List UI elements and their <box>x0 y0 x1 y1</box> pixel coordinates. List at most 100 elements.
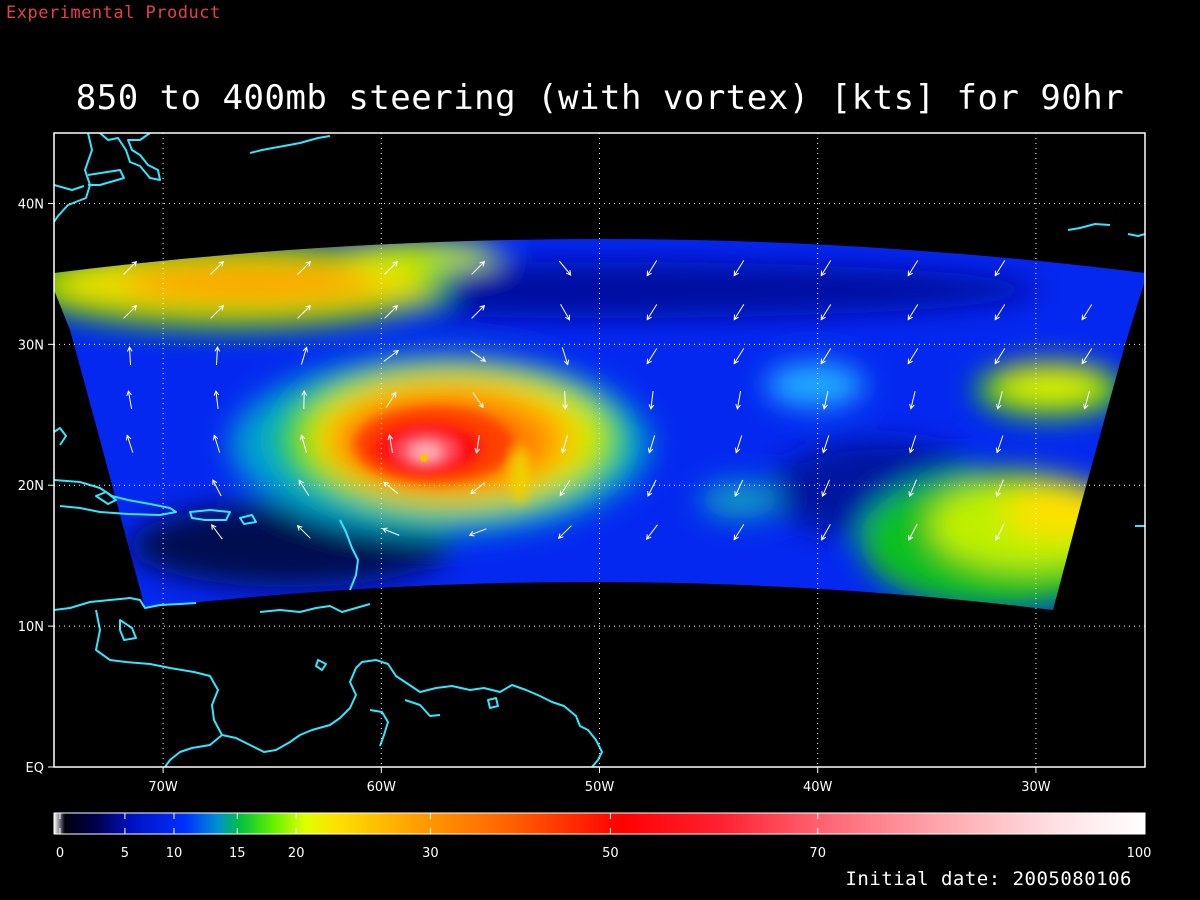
wind-vector-32 <box>907 348 919 365</box>
map-title: 850 to 400mb steering (with vortex) [kts… <box>75 78 1125 118</box>
colorbar-label-1: 5 <box>121 846 129 861</box>
wind-vector-8 <box>820 260 832 277</box>
wind-vector-76 <box>908 523 918 541</box>
wind-vector-63 <box>647 479 657 497</box>
colorbar-label-3: 15 <box>229 846 246 861</box>
wind-vector-5 <box>558 260 572 276</box>
colorbar-ticks <box>59 813 1146 834</box>
wind-vector-69 <box>296 524 311 539</box>
wind-vector-0 <box>123 260 138 275</box>
wind-vector-60 <box>383 481 399 495</box>
wind-vector-50 <box>387 434 393 453</box>
wind-vector-54 <box>734 435 743 454</box>
wind-vector-56 <box>908 435 917 454</box>
lat-label-0: EQ <box>26 761 44 776</box>
wind-vector-51 <box>474 435 481 454</box>
wind-vector-27 <box>470 350 487 362</box>
colorbar: 0 5 10 15 20 30 50 70 100 <box>53 812 1152 861</box>
wind-vector-44 <box>909 391 916 410</box>
wind-vector-15 <box>471 304 486 319</box>
wind-vector-21 <box>994 304 1006 321</box>
wind-vector-52 <box>560 435 568 454</box>
wind-vector-58 <box>212 479 222 497</box>
wind-vector-34 <box>1081 348 1093 365</box>
wind-vector-18 <box>733 304 745 321</box>
wind-vector-20 <box>907 304 919 321</box>
coastlines <box>54 133 1145 767</box>
colorbar-label-4: 20 <box>288 846 305 861</box>
wind-vector-68 <box>211 523 223 540</box>
wind-vector-77 <box>995 523 1005 542</box>
wind-vector-66 <box>908 479 917 498</box>
lat-label-3: 30N <box>18 338 44 353</box>
wind-vector-37 <box>301 389 307 410</box>
lon-label-4: 30W <box>1021 780 1051 795</box>
wind-vector-48 <box>212 434 221 453</box>
wind-vector-6 <box>646 260 658 277</box>
wind-vector-46 <box>1083 391 1090 410</box>
wind-vector-25 <box>300 346 309 365</box>
experimental-product-label: Experimental Product <box>6 3 221 23</box>
wind-vector-49 <box>299 434 307 453</box>
wind-vector-3 <box>384 260 399 275</box>
wind-vector-1 <box>210 260 225 275</box>
wind-vector-22 <box>1081 304 1093 321</box>
wind-vector-2 <box>297 260 312 275</box>
wind-vector-11 <box>123 304 138 319</box>
wind-vector-73 <box>645 524 658 541</box>
wind-vector-65 <box>821 479 831 498</box>
colorbar-ramp <box>54 813 1145 834</box>
initial-date-label: Initial date: 2005080106 <box>845 868 1132 890</box>
wind-vector-61 <box>470 482 486 495</box>
lon-label-1: 60W <box>367 780 397 795</box>
wind-vector-40 <box>562 390 568 411</box>
wind-vector-67 <box>995 479 1004 498</box>
colorbar-label-7: 70 <box>809 846 826 861</box>
lat-label-4: 40N <box>18 197 44 212</box>
wind-vector-12 <box>210 304 225 319</box>
wind-vector-38 <box>385 391 397 408</box>
wind-vector-30 <box>733 348 745 365</box>
wind-vector-35 <box>126 390 133 409</box>
wind-vector-13 <box>297 304 312 319</box>
wind-vector-75 <box>821 523 831 541</box>
wind-vector-33 <box>994 348 1006 365</box>
wind-vector-31 <box>820 348 832 365</box>
wind-vector-17 <box>646 304 658 321</box>
wind-vector-72 <box>557 525 572 540</box>
wind-vector-23 <box>126 345 133 366</box>
wind-vector-57 <box>995 435 1004 454</box>
latitude-labels: EQ 10N 20N 30N 40N <box>18 197 44 776</box>
colorbar-label-0: 0 <box>56 846 64 861</box>
wind-vector-26 <box>383 349 400 362</box>
wind-vector-16 <box>560 303 571 321</box>
steering-wind-vectors <box>123 260 1093 542</box>
colorbar-label-8: 100 <box>1127 846 1152 861</box>
colorbar-labels: 0 5 10 15 20 30 50 70 100 <box>56 846 1152 861</box>
wind-vector-29 <box>646 348 658 365</box>
wind-vector-24 <box>214 345 221 366</box>
lat-label-1: 10N <box>18 620 44 635</box>
lat-label-2: 20N <box>18 479 44 494</box>
wind-vector-19 <box>820 304 832 321</box>
colorbar-label-6: 50 <box>602 846 619 861</box>
colorbar-label-5: 30 <box>422 846 439 861</box>
graticule-grid <box>54 133 1145 767</box>
lon-label-0: 70W <box>148 780 178 795</box>
longitude-labels: 70W 60W 50W 40W 30W <box>148 780 1050 795</box>
wind-vector-70 <box>381 527 400 536</box>
wind-vector-59 <box>298 479 310 496</box>
lon-label-2: 50W <box>585 780 615 795</box>
wind-speed-field <box>54 239 1145 610</box>
wind-vector-43 <box>822 391 829 410</box>
wind-vector-53 <box>647 435 656 454</box>
wind-vector-74 <box>733 524 745 541</box>
axis-ticks <box>48 202 1037 773</box>
wind-vector-36 <box>213 390 220 409</box>
wind-vector-45 <box>996 391 1003 410</box>
wind-vector-64 <box>734 479 744 498</box>
lon-label-3: 40W <box>803 780 833 795</box>
colorbar-frame <box>53 812 1146 835</box>
wind-vector-10 <box>994 260 1006 277</box>
